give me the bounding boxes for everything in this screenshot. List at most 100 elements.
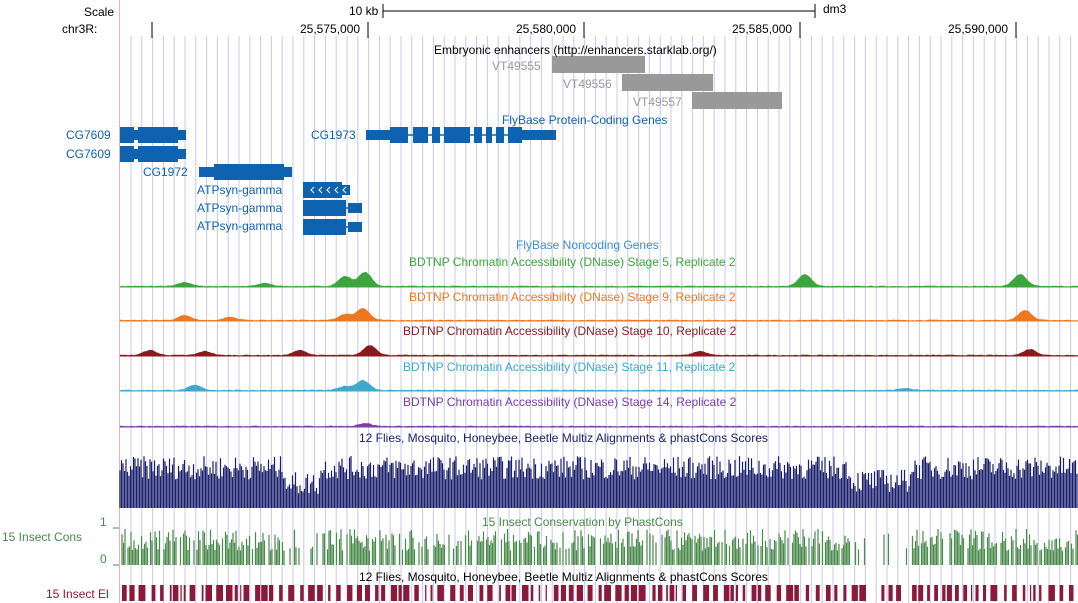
conserved-element	[430, 585, 433, 601]
conserved-element	[487, 585, 493, 601]
dnase-stage9-title[interactable]: BDTNP Chromatin Accessibility (DNase) St…	[409, 290, 736, 304]
dnase-signal-2	[120, 345, 1078, 356]
conserved-element	[308, 585, 315, 601]
dnase-signal-1	[120, 308, 1078, 321]
conserved-element	[851, 585, 858, 601]
conserved-element	[180, 585, 182, 601]
gene-cg7609-b-exon	[120, 146, 134, 162]
chrom-label: chr3R:	[62, 22, 98, 36]
conserved-element	[138, 585, 146, 601]
conserved-element	[499, 585, 501, 601]
conserved-element	[226, 585, 233, 601]
dnase-signal-0	[120, 271, 1078, 287]
conserved-element	[122, 585, 127, 601]
scale-bar-label: 10 kb	[349, 4, 379, 18]
conserved-element	[189, 585, 196, 601]
conserved-element	[183, 585, 186, 601]
conserved-element	[765, 585, 771, 601]
gene-atpsyn-gamma-a-strand-arrow	[342, 186, 347, 194]
enhancer-bar-vt49555	[552, 56, 645, 73]
conserved-element	[757, 585, 762, 601]
dnase-stage14-title[interactable]: BDTNP Chromatin Accessibility (DNase) St…	[403, 395, 737, 409]
elements-track-title[interactable]: 12 Flies, Mosquito, Honeybee, Beetle Mul…	[359, 570, 768, 584]
conserved-element	[288, 585, 295, 601]
conserved-element	[918, 585, 924, 601]
gene-cg1973-exon	[390, 127, 408, 143]
conserved-element	[990, 585, 998, 601]
elements-side-label[interactable]: 15 Insect El	[46, 587, 109, 601]
enhancer-bar-vt49556	[622, 74, 713, 91]
conserved-element	[328, 585, 331, 601]
gene-label-cg1973[interactable]: CG1973	[311, 128, 356, 142]
gene-label-cg7609-b[interactable]: CG7609	[66, 147, 111, 161]
conserved-element	[261, 585, 268, 601]
conserved-element	[269, 585, 274, 601]
conserved-element	[336, 585, 341, 601]
conserved-element	[786, 585, 794, 601]
genes-track-title[interactable]: FlyBase Protein-Coding Genes	[502, 113, 668, 127]
multiz-track-title[interactable]: 12 Flies, Mosquito, Honeybee, Beetle Mul…	[359, 431, 768, 445]
gene-cg7609-a-exon	[178, 130, 186, 140]
gene-cg1972-exon	[214, 164, 236, 180]
dnase-stage10-title[interactable]: BDTNP Chromatin Accessibility (DNase) St…	[403, 324, 737, 338]
conserved-element	[545, 585, 547, 601]
noncoding-track-title[interactable]: FlyBase Noncoding Genes	[516, 238, 659, 252]
conserved-element	[568, 585, 574, 601]
conserved-element	[1048, 585, 1055, 601]
gene-cg7609-b-exon	[134, 149, 138, 159]
phastcons-side-label[interactable]: 15 Insect Cons	[2, 530, 83, 544]
conserved-element	[652, 585, 656, 601]
conserved-element	[403, 585, 410, 601]
conserved-element	[692, 585, 697, 601]
gene-cg1973-exon	[508, 127, 522, 143]
dnase-stage11-title[interactable]: BDTNP Chromatin Accessibility (DNase) St…	[403, 360, 736, 374]
multiz-signal	[119, 456, 1078, 508]
conserved-element	[587, 585, 593, 601]
conserved-element	[955, 585, 959, 601]
enhancer-label-vt49555[interactable]: VT49555	[492, 59, 541, 73]
conserved-element	[1039, 585, 1042, 601]
conserved-element	[912, 585, 917, 601]
conserved-element	[657, 585, 663, 601]
gene-cg7609-b-exon	[138, 146, 178, 162]
conserved-element	[971, 585, 973, 601]
gene-cg1973-exon	[474, 127, 482, 143]
conserved-element	[946, 585, 952, 601]
gene-label-atpsyn-gamma-c[interactable]: ATPsyn-gamma	[197, 219, 283, 233]
enhancer-label-vt49556[interactable]: VT49556	[563, 77, 612, 91]
enhancers-track-title[interactable]: Embryonic enhancers (http://enhancers.st…	[434, 43, 717, 57]
gene-label-cg7609-a[interactable]: CG7609	[66, 128, 111, 142]
conserved-element	[751, 585, 757, 601]
gene-cg7609-a-exon	[120, 127, 134, 143]
gene-atpsyn-gamma-b-exon	[348, 203, 362, 213]
conserved-element	[375, 585, 379, 601]
conserved-element	[437, 585, 444, 601]
conserved-element	[881, 585, 885, 601]
gene-label-atpsyn-gamma-a[interactable]: ATPsyn-gamma	[197, 183, 283, 197]
gene-cg1973-exon	[486, 127, 492, 143]
conserved-element	[243, 585, 250, 601]
conserved-element	[624, 585, 629, 601]
conserved-element	[205, 585, 212, 601]
gene-atpsyn-gamma-c-exon	[303, 219, 346, 235]
conserved-element	[1029, 585, 1032, 601]
conserved-element	[522, 585, 529, 601]
gene-cg1973-exon	[444, 127, 470, 143]
conserved-element	[776, 585, 782, 601]
conserved-element	[391, 585, 398, 601]
conserved-element	[794, 585, 799, 601]
conserved-element	[723, 585, 730, 601]
gene-atpsyn-gamma-a-strand-arrow	[318, 186, 323, 194]
conserved-element	[347, 585, 353, 601]
enhancer-label-vt49557[interactable]: VT49557	[633, 95, 682, 109]
dnase-stage5-title[interactable]: BDTNP Chromatin Accessibility (DNase) St…	[409, 255, 736, 269]
conserved-element	[896, 585, 901, 601]
conserved-element	[713, 585, 718, 601]
conserved-element	[553, 585, 559, 601]
gene-label-cg1972[interactable]: CG1972	[143, 165, 188, 179]
gene-label-atpsyn-gamma-b[interactable]: ATPsyn-gamma	[197, 201, 283, 215]
dnase-signal-3	[120, 380, 1078, 391]
phastcons-track-title[interactable]: 15 Insect Conservation by PhastCons	[482, 515, 683, 529]
